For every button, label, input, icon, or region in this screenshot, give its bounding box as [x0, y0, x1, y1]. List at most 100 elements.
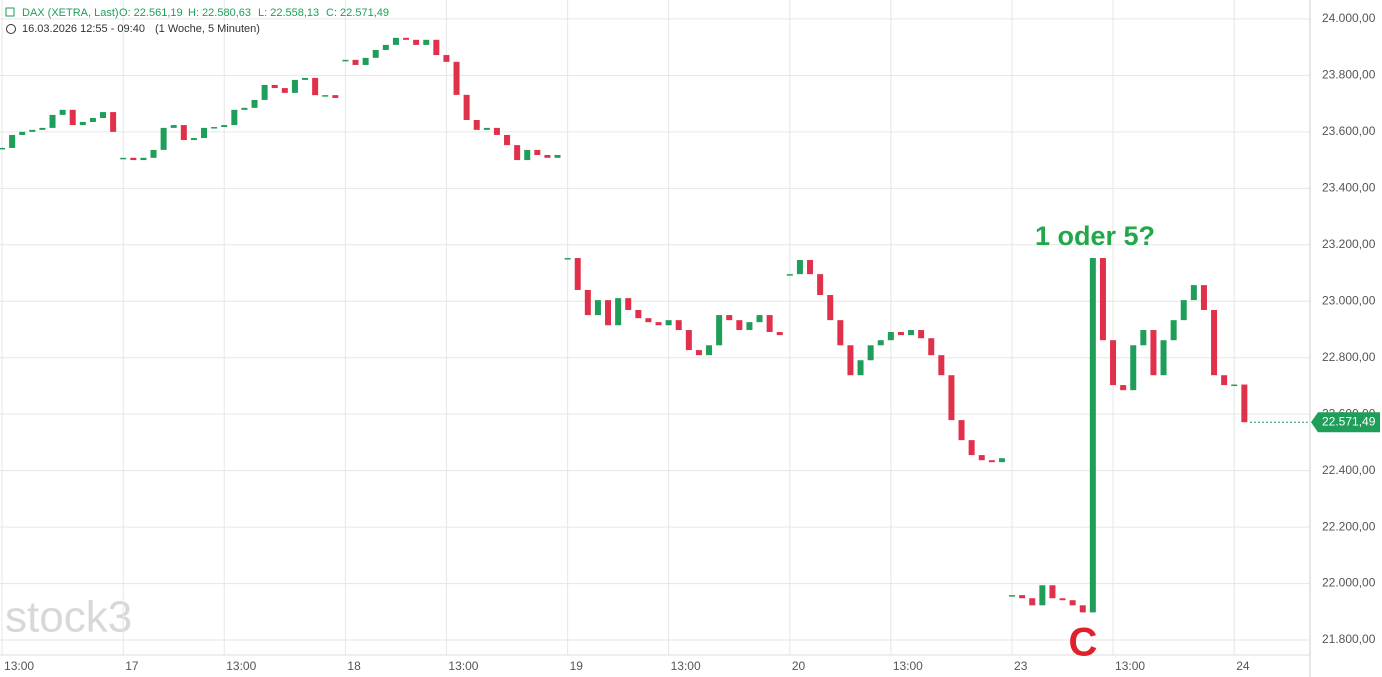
y-tick-label: 23.800,00: [1322, 68, 1376, 82]
candle: [362, 57, 369, 65]
candle: [1200, 285, 1207, 310]
x-tick-label: 13:00: [226, 659, 256, 673]
candle: [988, 460, 995, 463]
annotation: C: [1069, 621, 1098, 665]
candle: [1110, 340, 1117, 386]
candle: [29, 129, 36, 132]
candle: [665, 320, 672, 326]
candle: [170, 125, 177, 128]
candle: [1241, 384, 1248, 423]
candle: [726, 315, 733, 321]
x-tick-label: 13:00: [1115, 659, 1145, 673]
candle: [837, 320, 844, 346]
x-tick-label: 13:00: [448, 659, 478, 673]
candle: [251, 99, 258, 108]
candle: [79, 121, 86, 126]
candle: [483, 127, 490, 130]
candle: [615, 298, 622, 326]
x-tick-label: 20: [792, 659, 806, 673]
candle: [130, 157, 137, 161]
y-tick-label: 22.000,00: [1322, 576, 1376, 590]
candle: [817, 274, 824, 296]
candle: [1120, 385, 1127, 391]
y-tick-label: 21.800,00: [1322, 632, 1376, 646]
candle: [574, 258, 581, 290]
candle: [877, 340, 884, 346]
candle: [807, 260, 814, 275]
candle: [1170, 320, 1177, 341]
candle: [645, 318, 652, 323]
candle: [231, 109, 238, 126]
candle: [544, 154, 551, 158]
candle: [1029, 598, 1036, 606]
candle: [312, 77, 319, 96]
candle: [766, 315, 773, 333]
candle: [89, 118, 96, 122]
candle: [463, 94, 470, 120]
candle: [827, 295, 834, 321]
candle: [554, 154, 561, 158]
candle: [675, 320, 682, 331]
candle: [958, 420, 965, 441]
x-tick-label: 23: [1014, 659, 1028, 673]
candle: [39, 127, 46, 130]
x-tick-label: 24: [1236, 659, 1250, 673]
candle: [504, 134, 511, 146]
candle: [271, 84, 278, 89]
candle: [918, 330, 925, 339]
candle: [332, 95, 339, 98]
y-tick-label: 24.000,00: [1322, 11, 1376, 25]
candle: [736, 320, 743, 331]
candle: [746, 322, 753, 331]
candle: [69, 109, 76, 126]
candle: [584, 289, 591, 316]
y-tick-label: 23.400,00: [1322, 180, 1376, 194]
candle: [1069, 600, 1076, 606]
candle: [887, 332, 894, 341]
candle: [1059, 598, 1066, 601]
y-tick-label: 23.000,00: [1322, 293, 1376, 307]
candle: [110, 112, 117, 132]
candle: [625, 298, 632, 310]
candle: [423, 39, 430, 45]
candle: [514, 145, 521, 161]
x-tick-label: 13:00: [893, 659, 923, 673]
candle: [1231, 384, 1238, 387]
candle: [1089, 258, 1096, 613]
plot-area: [0, 0, 1310, 655]
candle: [1019, 595, 1026, 599]
candle: [372, 49, 379, 58]
candle: [685, 330, 692, 351]
candle: [756, 315, 763, 323]
high: H: 22.580,63: [188, 7, 251, 19]
candle: [100, 112, 107, 119]
low: L: 22.558,13: [258, 7, 319, 19]
candle: [1211, 309, 1218, 376]
candle: [392, 37, 399, 45]
candle: [291, 79, 298, 93]
candle: [0, 147, 6, 150]
candle: [908, 330, 915, 336]
candle: [1150, 330, 1157, 376]
candle: [1130, 345, 1137, 391]
candle: [716, 315, 723, 346]
candle: [857, 360, 864, 376]
candle: [1009, 595, 1016, 597]
candle: [928, 338, 935, 356]
candle: [59, 109, 66, 115]
candle: [1160, 340, 1167, 376]
last-price-label: 22.571,49: [1322, 414, 1376, 428]
candle: [534, 149, 541, 155]
candle: [897, 332, 904, 336]
candle: [1079, 605, 1086, 613]
candle: [524, 149, 531, 161]
candle: [706, 345, 713, 356]
candle: [978, 455, 985, 461]
candle: [403, 37, 410, 40]
candle: [776, 332, 783, 336]
x-tick-label: 17: [125, 659, 139, 673]
candle: [1049, 585, 1056, 599]
candle: [493, 127, 500, 135]
candle: [1039, 585, 1046, 606]
